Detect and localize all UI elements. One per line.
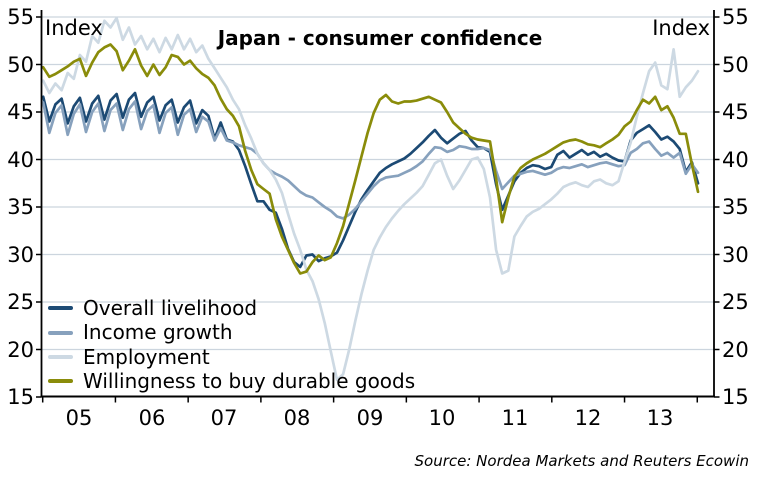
x-axis-label: 10 bbox=[428, 406, 456, 430]
x-axis-label: 08 bbox=[283, 406, 311, 430]
legend-label-willingness: Willingness to buy durable goods bbox=[83, 369, 416, 393]
y-axis-label-left: 50 bbox=[7, 53, 34, 77]
x-axis-label: 09 bbox=[356, 406, 384, 430]
y-axis-label-right: 30 bbox=[722, 243, 749, 267]
y-axis-label-left: 45 bbox=[7, 100, 34, 124]
y-axis-label-right: 20 bbox=[722, 338, 749, 362]
y-axis-label-left: 30 bbox=[7, 243, 34, 267]
legend-label-employment: Employment bbox=[83, 345, 210, 369]
legend-swatch-income-growth bbox=[48, 331, 73, 335]
x-axis-label: 05 bbox=[65, 406, 93, 430]
y-axis-label-right: 35 bbox=[722, 195, 749, 219]
y-axis-label-left: 15 bbox=[7, 385, 34, 409]
source-attribution: Source: Nordea Markets and Reuters Ecowi… bbox=[414, 452, 749, 470]
y-axis-label-left: 20 bbox=[7, 338, 34, 362]
x-axis-label: 13 bbox=[646, 406, 674, 430]
y-axis-label-right: 25 bbox=[722, 290, 749, 314]
x-axis-label: 07 bbox=[210, 406, 238, 430]
chart-title: Japan - consumer confidence bbox=[217, 26, 543, 50]
legend-swatch-willingness bbox=[48, 379, 73, 383]
y-axis-label-left: 55 bbox=[7, 5, 34, 29]
y-axis-label-right: 55 bbox=[722, 5, 749, 29]
legend-label-income-growth: Income growth bbox=[83, 320, 233, 344]
x-axis-label: 11 bbox=[501, 406, 529, 430]
legend-swatch-overall-livelihood bbox=[48, 306, 73, 310]
y-axis-label-left: 35 bbox=[7, 195, 34, 219]
y-axis-label-right: 50 bbox=[722, 53, 749, 77]
y-axis-label-right: 45 bbox=[722, 100, 749, 124]
x-axis-label: 06 bbox=[138, 406, 166, 430]
y-axis-label-left: 40 bbox=[7, 148, 34, 172]
legend-swatch-employment bbox=[48, 355, 73, 359]
index-axis-title-left: Index bbox=[45, 16, 103, 40]
index-axis-title-right: Index bbox=[652, 16, 710, 40]
y-axis-label-left: 25 bbox=[7, 290, 34, 314]
legend-label-overall-livelihood: Overall livelihood bbox=[83, 296, 258, 320]
y-axis-label-right: 15 bbox=[722, 385, 749, 409]
x-axis-label: 12 bbox=[574, 406, 602, 430]
y-axis-label-right: 40 bbox=[722, 148, 749, 172]
